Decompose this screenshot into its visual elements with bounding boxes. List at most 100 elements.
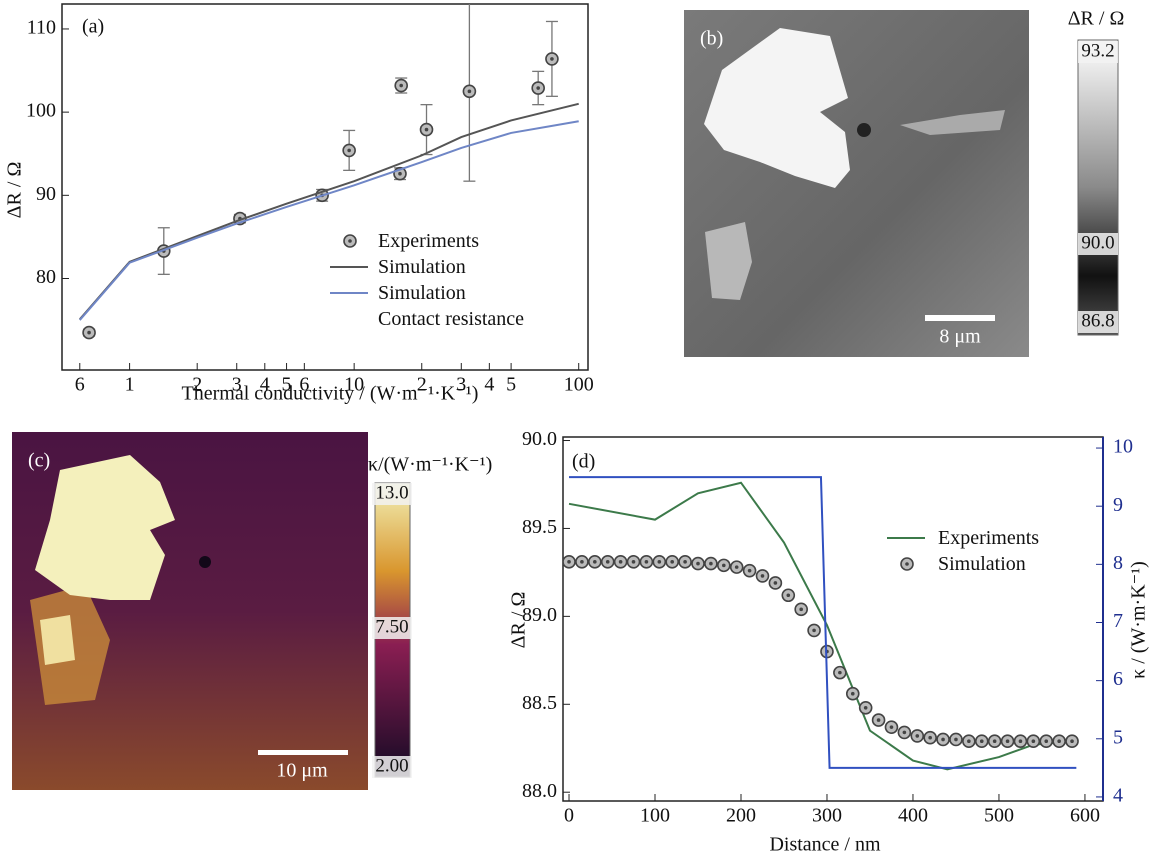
legend-label: Simulation Contact resistance	[378, 282, 525, 330]
colorbar-title: κ/(W·m⁻¹·K⁻¹)	[368, 454, 492, 476]
y-tick-label: 110	[27, 17, 56, 39]
x-tick-label: 2	[192, 374, 202, 396]
data-point-dot	[902, 730, 907, 735]
legend-label-box: Simulation Contact resistance	[378, 282, 525, 330]
x-axis-label: Thermal conductivity / (W·m⁻¹·K⁻¹)	[182, 383, 479, 405]
data-point-dot	[467, 89, 472, 94]
data-point-dot	[657, 560, 662, 564]
data-point-dot	[1005, 739, 1010, 744]
x-tick-label: 400	[898, 805, 928, 827]
legend-label: Simulation	[378, 256, 466, 278]
x-tick-label: 5	[506, 374, 516, 396]
data-point-dot	[760, 574, 765, 578]
x-tick-label: 2	[417, 374, 427, 396]
colorbar-label-box	[372, 756, 412, 778]
y2-tick-label: 10	[1113, 436, 1133, 458]
panel-label: (a)	[82, 16, 104, 38]
y-tick-label: 80	[36, 266, 56, 288]
data-point-dot	[941, 737, 945, 742]
y2-tick-label: 9	[1113, 494, 1123, 516]
data-point-dot	[721, 563, 726, 568]
x-tick-label: 1	[125, 374, 135, 396]
plot-area	[79, 4, 579, 340]
data-point-dot	[915, 734, 920, 738]
y-tick-label: 89.0	[522, 604, 557, 626]
colorbar-label-box	[1078, 233, 1118, 255]
data-point-dot	[87, 330, 91, 335]
y-axis-label: ΔR / Ω	[4, 162, 26, 219]
x-tick-label: 200	[726, 805, 756, 827]
data-point-dot	[709, 561, 713, 566]
y-tick-label: 88.0	[522, 780, 557, 802]
data-point-dot	[876, 718, 881, 722]
data-point-dot	[799, 607, 803, 612]
x-tick-label: 4	[260, 374, 270, 396]
legend-marker-dot	[905, 562, 909, 566]
colorbar-tick-label: 7.50	[375, 616, 408, 637]
map-b: 8 μm (b) ΔR / Ω	[684, 8, 1124, 357]
panel-label: (c)	[28, 450, 50, 472]
x-tick-label: 3	[456, 374, 466, 396]
x-tick-label: 0	[564, 805, 574, 827]
x-tick-label: 100	[640, 805, 670, 827]
legend-label-box: Experiments	[938, 527, 1040, 549]
data-point-dot	[747, 568, 752, 573]
data-point-dot	[398, 171, 402, 176]
y2-tick-label: 5	[1113, 726, 1123, 748]
plot-area	[563, 476, 1079, 771]
data-point-dot	[618, 560, 623, 564]
data-point-dot	[1057, 739, 1061, 744]
colorbar-tick-label: 13.0	[375, 482, 408, 503]
legend-label-box: Simulation	[378, 256, 466, 278]
data-point-dot	[954, 737, 958, 742]
data-point-dot	[593, 560, 597, 564]
data-point-dot	[1031, 739, 1036, 744]
data-point-dot	[928, 735, 932, 740]
data-point-dot	[683, 560, 687, 564]
data-point-dot	[863, 706, 868, 710]
x-tick-label: 500	[984, 805, 1014, 827]
colorbar-tick-label: 2.00	[375, 755, 408, 776]
y2-tick-label: 7	[1113, 610, 1123, 632]
data-point-dot	[644, 560, 649, 564]
data-point-dot	[696, 561, 700, 566]
colorbar-label-box	[1078, 41, 1118, 63]
x-tick-label: 600	[1070, 805, 1100, 827]
data-point-dot	[773, 581, 778, 585]
x-tick-label: 6	[299, 374, 309, 396]
legend-label: Simulation	[938, 553, 1026, 575]
data-point-dot	[631, 560, 636, 564]
colorbar-label-box	[372, 617, 412, 639]
y-tick-label: 100	[26, 100, 56, 122]
data-point-dot	[992, 739, 997, 744]
data-point-dot	[850, 691, 855, 696]
y-tick-label: 90	[36, 183, 56, 205]
data-point-dot	[889, 725, 894, 729]
x-tick-label: 100	[564, 374, 594, 396]
data-point-dot	[838, 670, 842, 675]
data-point-dot	[670, 560, 675, 564]
x-tick-label: 3	[232, 374, 242, 396]
series-line	[569, 476, 1077, 769]
y2-tick-label: 8	[1113, 552, 1123, 574]
data-point-dot	[786, 593, 791, 598]
data-point-dot	[979, 739, 984, 744]
legend-label-box: Experiments	[378, 230, 480, 252]
legend-label: Experiments	[938, 527, 1040, 549]
data-point-dot	[1044, 739, 1049, 744]
y2-axis-label: κ / (W·m·K⁻¹)	[1128, 561, 1150, 679]
x-tick-label: 10	[344, 374, 364, 396]
plot-frame	[61, 3, 589, 371]
y-tick-label: 90.0	[522, 428, 557, 450]
data-point-dot	[580, 560, 584, 564]
data-point-dot	[424, 127, 429, 132]
panel-label: (b)	[700, 28, 723, 50]
series-line	[79, 120, 579, 321]
legend-label: Experiments	[378, 230, 480, 252]
data-point-dot	[812, 628, 816, 633]
series-line	[568, 481, 1073, 771]
y2-tick-label: 6	[1113, 668, 1123, 690]
data-point-dot	[550, 57, 554, 61]
colorbar-label-box	[1078, 311, 1118, 333]
